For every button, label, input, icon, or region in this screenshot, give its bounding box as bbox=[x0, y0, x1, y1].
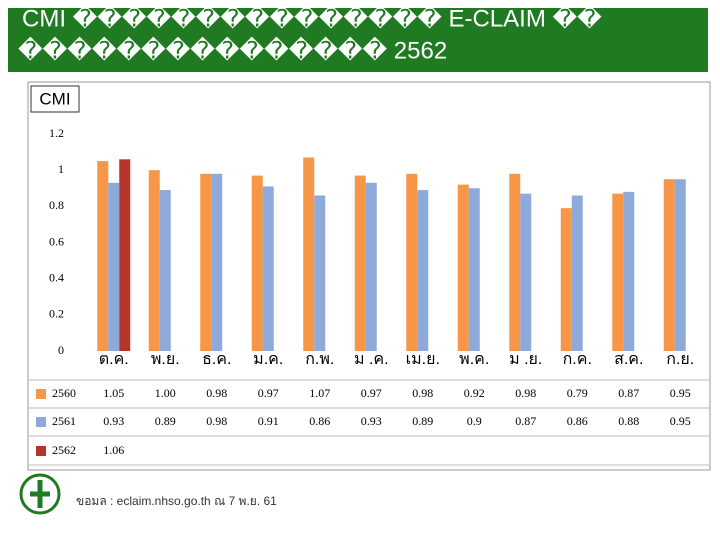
bar bbox=[520, 193, 532, 351]
table-value: 0.97 bbox=[258, 386, 279, 400]
x-tick-label: พ.ย. bbox=[151, 351, 180, 368]
title-band bbox=[8, 8, 708, 72]
bar bbox=[303, 157, 315, 351]
table-value: 0.88 bbox=[618, 414, 639, 428]
title-line-1: CMI ��������������� E-CLAIM �� bbox=[22, 4, 602, 32]
table-value: 1.07 bbox=[309, 386, 330, 400]
bar bbox=[623, 191, 635, 351]
table-value: 0.87 bbox=[618, 386, 639, 400]
bar bbox=[417, 190, 429, 351]
x-tick-label: ม .ค. bbox=[354, 351, 389, 368]
x-tick-label: ก.พ. bbox=[305, 351, 334, 368]
bar bbox=[571, 195, 583, 351]
y-tick-label: 1.2 bbox=[49, 126, 64, 140]
title-line-2: ��������������� 2562 bbox=[18, 36, 447, 64]
bar bbox=[674, 179, 686, 351]
bar bbox=[97, 161, 109, 351]
bar bbox=[365, 182, 377, 351]
legend-swatch bbox=[36, 446, 46, 456]
x-tick-label: ม.ค. bbox=[253, 351, 283, 368]
table-value: 0.91 bbox=[258, 414, 279, 428]
y-tick-label: 0.2 bbox=[49, 307, 64, 321]
bar bbox=[354, 175, 366, 351]
y-tick-label: 0.6 bbox=[49, 234, 64, 248]
bar bbox=[211, 173, 223, 351]
table-value: 0.95 bbox=[670, 414, 691, 428]
table-value: 0.93 bbox=[361, 414, 382, 428]
chart-frame bbox=[27, 81, 711, 471]
table-value: 0.93 bbox=[103, 414, 124, 428]
legend-label: 2562 bbox=[52, 443, 76, 457]
legend-label: 2560 bbox=[52, 386, 76, 400]
bar bbox=[468, 188, 480, 351]
legend-swatch bbox=[36, 417, 46, 427]
table-value: 0.98 bbox=[206, 414, 227, 428]
table-value: 0.89 bbox=[412, 414, 433, 428]
table-value: 0.95 bbox=[670, 386, 691, 400]
table-value: 0.86 bbox=[567, 414, 588, 428]
legend-label: 2561 bbox=[52, 414, 76, 428]
table-value: 0.98 bbox=[515, 386, 536, 400]
bar bbox=[406, 173, 418, 351]
bar bbox=[612, 193, 624, 351]
logo bbox=[19, 473, 61, 515]
table-value: 0.92 bbox=[464, 386, 485, 400]
y-tick-label: 0.8 bbox=[49, 198, 64, 212]
x-tick-label: ต.ค. bbox=[99, 351, 129, 368]
bar bbox=[148, 170, 160, 351]
y-tick-label: 1 bbox=[58, 162, 64, 176]
table-value: 0.97 bbox=[361, 386, 382, 400]
table-value: 0.79 bbox=[567, 386, 588, 400]
chart-label-box bbox=[30, 85, 80, 113]
table-value: 1.06 bbox=[103, 443, 124, 457]
x-tick-label: ส.ค. bbox=[614, 351, 643, 368]
bar bbox=[560, 208, 572, 351]
bar bbox=[200, 173, 212, 351]
y-tick-label: 0.4 bbox=[49, 270, 64, 284]
bar bbox=[457, 184, 469, 351]
chart-title: CMI bbox=[39, 89, 70, 108]
x-tick-label: ก.ค. bbox=[563, 351, 592, 368]
bar bbox=[663, 179, 675, 351]
table-value: 0.98 bbox=[206, 386, 227, 400]
table-value: 0.86 bbox=[309, 414, 330, 428]
x-tick-label: ก.ย. bbox=[666, 351, 694, 368]
y-tick-label: 0 bbox=[58, 343, 64, 357]
x-tick-label: พ.ค. bbox=[459, 351, 489, 368]
bar bbox=[314, 195, 326, 351]
footer-source: ขอมล : eclaim.nhso.go.th ณ 7 พ.ย. 61 bbox=[76, 494, 277, 508]
bar bbox=[108, 182, 120, 351]
table-value: 0.89 bbox=[155, 414, 176, 428]
x-tick-label: ม .ย. bbox=[509, 351, 542, 368]
table-value: 0.87 bbox=[515, 414, 536, 428]
x-tick-label: ธ.ค. bbox=[202, 351, 231, 368]
x-tick-label: เม.ย. bbox=[406, 351, 440, 368]
legend-swatch bbox=[36, 389, 46, 399]
table-value: 1.00 bbox=[155, 386, 176, 400]
bar bbox=[119, 159, 131, 351]
bar bbox=[159, 190, 171, 351]
bar bbox=[262, 186, 274, 351]
table-value: 0.98 bbox=[412, 386, 433, 400]
bar bbox=[509, 173, 521, 351]
bar bbox=[251, 175, 263, 351]
table-value: 0.9 bbox=[467, 414, 482, 428]
table-value: 1.05 bbox=[103, 386, 124, 400]
